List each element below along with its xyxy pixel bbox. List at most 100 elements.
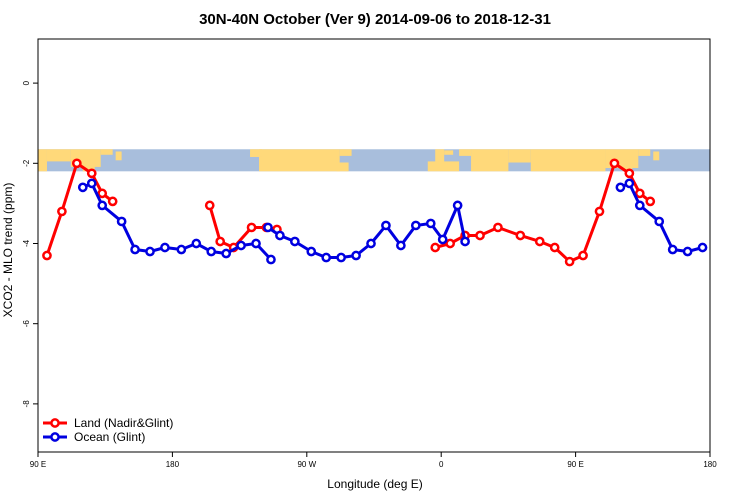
x-tick-label: 90 W xyxy=(297,460,316,469)
data-point xyxy=(206,246,217,257)
data-point xyxy=(578,250,588,261)
x-axis: 90 E 180 90 W 0 90 E 180 xyxy=(30,452,717,469)
data-point xyxy=(697,242,708,253)
data-point xyxy=(306,246,317,257)
data-point xyxy=(145,246,155,257)
data-point xyxy=(246,222,257,233)
map-land xyxy=(259,149,340,172)
map-land xyxy=(427,161,460,172)
y-tick-label: 0 xyxy=(22,80,31,85)
data-point xyxy=(410,220,421,231)
data-point xyxy=(97,200,108,211)
data-point xyxy=(445,238,456,249)
data-point xyxy=(86,168,97,179)
map-land xyxy=(653,151,660,161)
data-point xyxy=(263,222,273,233)
map-land xyxy=(250,149,262,157)
series-line xyxy=(434,161,652,264)
data-point xyxy=(71,158,82,169)
x-tick-label: 0 xyxy=(439,460,444,469)
legend: Land (Nadir&Glint)Ocean (Glint) xyxy=(43,416,173,444)
data-point xyxy=(366,238,376,249)
data-point xyxy=(97,188,108,199)
data-point xyxy=(564,256,575,267)
data-point xyxy=(130,244,140,255)
y-tick-label: -2 xyxy=(22,159,31,167)
data-point xyxy=(215,236,226,247)
data-point xyxy=(251,238,261,249)
y-tick-label: -6 xyxy=(22,320,31,328)
x-tick-label: 180 xyxy=(166,460,180,469)
map-land xyxy=(435,149,445,163)
map-land xyxy=(46,149,71,162)
data-point xyxy=(430,242,441,253)
map-land xyxy=(444,150,454,155)
map-land xyxy=(82,160,95,172)
y-axis: 0 -2 -4 -6 -8 xyxy=(22,80,38,407)
data-point xyxy=(57,206,67,217)
data-point xyxy=(275,230,285,241)
x-axis-label: Longitude (deg E) xyxy=(327,477,422,491)
y-tick-label: -4 xyxy=(22,239,31,247)
data-point xyxy=(452,200,463,211)
map-land xyxy=(38,149,47,172)
data-point xyxy=(534,236,545,247)
data-point xyxy=(221,248,232,259)
map-land xyxy=(100,149,113,155)
data-point xyxy=(594,206,605,217)
data-point xyxy=(667,244,678,255)
data-point xyxy=(460,236,470,247)
data-point xyxy=(236,240,246,251)
series-ocean xyxy=(77,178,708,265)
series-layer xyxy=(42,158,708,267)
map-land xyxy=(459,149,472,156)
data-point xyxy=(191,238,202,249)
data-point xyxy=(615,182,626,193)
data-point xyxy=(634,188,645,199)
y-axis-label: XCO2 - MLO trend (ppm) xyxy=(1,183,15,318)
data-point xyxy=(682,246,693,257)
map-land xyxy=(339,149,352,156)
world-map-band xyxy=(38,149,710,172)
data-point xyxy=(176,244,187,255)
data-point xyxy=(42,250,52,261)
map-land xyxy=(638,149,651,156)
x-tick-label: 90 E xyxy=(567,460,583,469)
data-point xyxy=(609,158,620,169)
data-point xyxy=(86,178,97,189)
data-point xyxy=(204,200,215,211)
data-point xyxy=(116,216,127,227)
map-land xyxy=(336,162,349,172)
data-point xyxy=(266,254,276,265)
x-tick-label: 90 E xyxy=(30,460,46,469)
data-point xyxy=(336,252,346,263)
legend-swatch-point xyxy=(50,432,60,442)
legend-label: Land (Nadir&Glint) xyxy=(74,416,173,430)
data-point xyxy=(351,250,361,261)
map-land xyxy=(471,149,509,172)
map-land xyxy=(115,151,122,161)
plot-frame xyxy=(37,38,711,453)
map-land xyxy=(530,149,606,172)
map-land xyxy=(623,162,633,172)
data-point xyxy=(290,236,300,247)
data-point xyxy=(634,200,645,211)
data-point xyxy=(425,218,436,229)
chart-title: 30N-40N October (Ver 9) 2014-09-06 to 20… xyxy=(199,11,551,28)
data-point xyxy=(321,252,332,263)
data-point xyxy=(624,178,635,189)
legend-swatch-point xyxy=(50,418,60,428)
y-tick-label: -8 xyxy=(22,400,31,408)
data-point xyxy=(654,216,665,227)
data-point xyxy=(475,230,485,241)
data-point xyxy=(645,196,656,207)
data-point xyxy=(493,222,503,233)
data-point xyxy=(396,240,406,251)
data-point xyxy=(549,242,560,253)
data-point xyxy=(437,234,448,245)
map-land xyxy=(508,149,531,163)
legend-label: Ocean (Glint) xyxy=(74,430,145,444)
data-point xyxy=(624,168,635,179)
data-point xyxy=(160,242,170,253)
